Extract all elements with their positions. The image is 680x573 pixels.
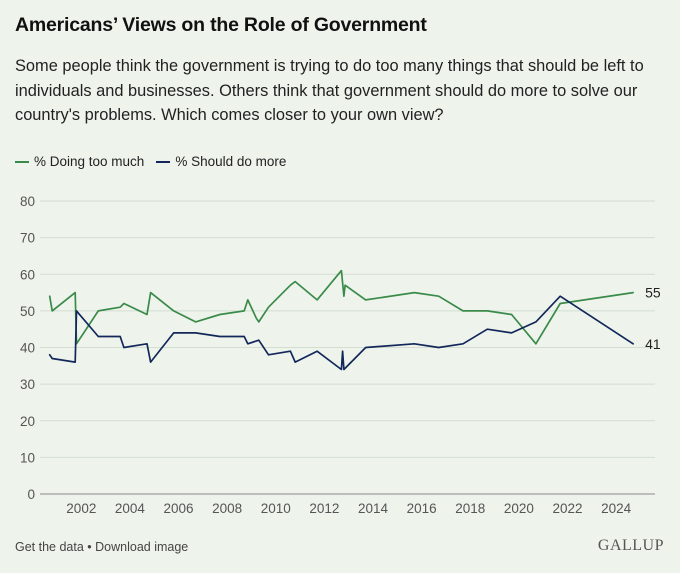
y-tick-label-80: 80	[20, 194, 35, 209]
x-tick-label-2024: 2024	[601, 501, 632, 516]
x-tick-label-2022: 2022	[552, 501, 582, 516]
x-tick-label-2016: 2016	[407, 501, 437, 516]
y-tick-label-70: 70	[20, 231, 35, 246]
get-data-link[interactable]: Get the data	[15, 540, 84, 554]
x-tick-label-2010: 2010	[261, 501, 291, 516]
legend-item-doing-too-much: % Doing too much	[15, 154, 144, 169]
x-tick-label-2020: 2020	[504, 501, 534, 516]
legend-label-doing-too-much: % Doing too much	[34, 154, 145, 169]
x-tick-label-2018: 2018	[455, 501, 485, 516]
x-tick-label-2014: 2014	[358, 501, 389, 516]
y-tick-label-40: 40	[20, 341, 35, 356]
x-tick-label-2002: 2002	[66, 501, 96, 516]
y-tick-label-10: 10	[20, 450, 35, 465]
legend-swatch-doing-too-much	[15, 160, 29, 163]
end-label-should-do-more: 41	[645, 336, 661, 352]
end-label-doing-too-much: 55	[645, 285, 661, 301]
x-tick-label-2006: 2006	[164, 501, 194, 516]
chart-title: Americans’ Views on the Role of Governme…	[15, 14, 427, 36]
y-tick-label-30: 30	[20, 377, 35, 392]
legend: % Doing too much % Should do more	[15, 154, 298, 169]
download-image-link[interactable]: Download image	[95, 540, 189, 554]
gallup-logo: GALLUP	[597, 537, 664, 554]
legend-swatch-should-do-more	[156, 160, 171, 163]
x-tick-label-2008: 2008	[212, 501, 242, 516]
legend-item-should-do-more: % Should do more	[156, 154, 286, 169]
y-tick-label-0: 0	[27, 487, 35, 502]
y-tick-label-20: 20	[20, 414, 35, 429]
chart-subtitle: Some people think the government is tryi…	[15, 57, 644, 124]
series-line-doing-too-much	[48, 269, 634, 345]
legend-label-should-do-more: % Should do more	[175, 154, 287, 169]
x-tick-label-2004: 2004	[115, 501, 146, 516]
footer: Get the data • Download image	[15, 540, 188, 554]
y-tick-label-50: 50	[20, 304, 35, 319]
series-line-should-do-more	[48, 295, 634, 371]
y-tick-label-60: 60	[20, 267, 35, 282]
footer-separator: •	[83, 540, 96, 554]
x-tick-label-2012: 2012	[309, 501, 339, 516]
